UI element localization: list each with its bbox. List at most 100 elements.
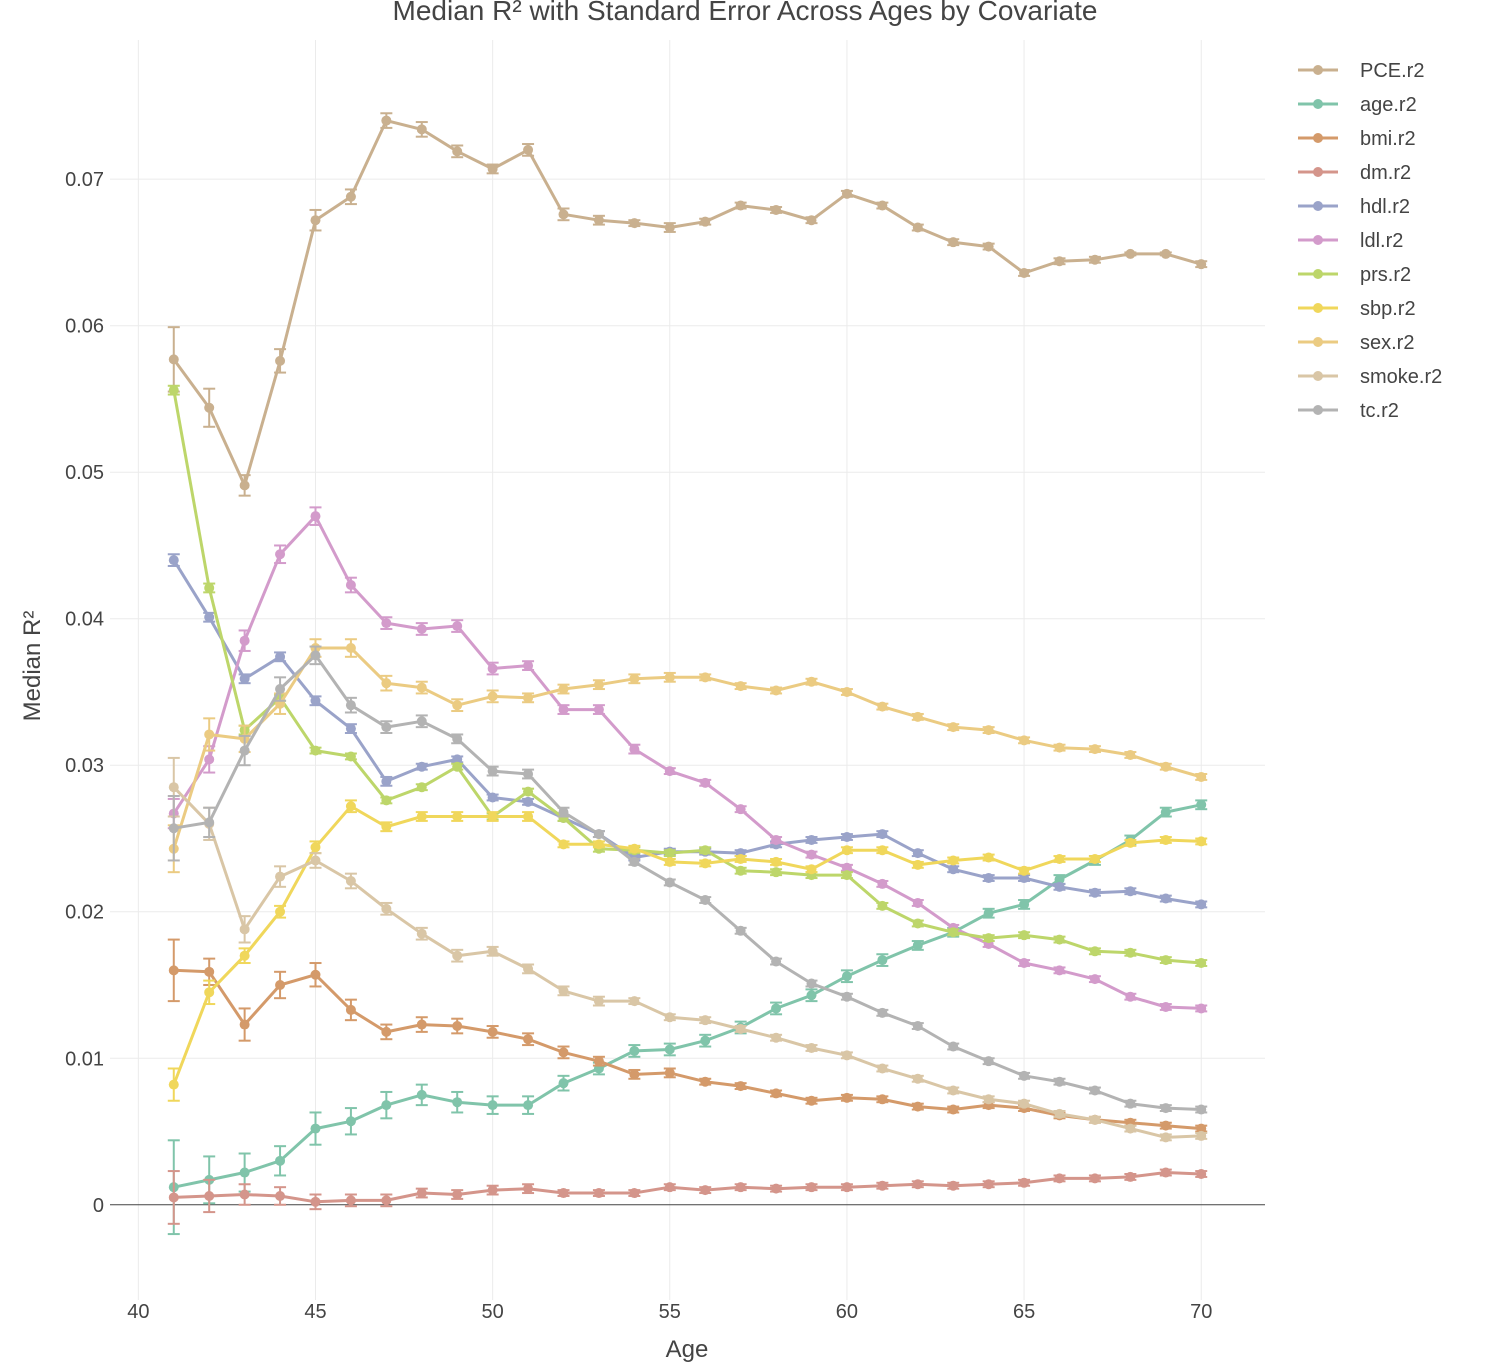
data-point[interactable] <box>629 744 640 755</box>
data-point[interactable] <box>345 1004 356 1015</box>
data-point[interactable] <box>1089 974 1100 985</box>
data-point[interactable] <box>310 511 321 522</box>
data-point[interactable] <box>877 1007 888 1018</box>
data-point[interactable] <box>806 978 817 989</box>
data-point[interactable] <box>700 1185 711 1196</box>
data-point[interactable] <box>1054 1173 1065 1184</box>
data-point[interactable] <box>664 1182 675 1193</box>
data-point[interactable] <box>912 918 923 929</box>
data-point[interactable] <box>275 906 286 917</box>
data-point[interactable] <box>275 1190 286 1201</box>
data-point[interactable] <box>629 1188 640 1199</box>
data-point[interactable] <box>771 856 782 867</box>
data-point[interactable] <box>345 1195 356 1206</box>
data-point[interactable] <box>1160 761 1171 772</box>
data-point[interactable] <box>452 621 463 632</box>
data-point[interactable] <box>1054 854 1065 864</box>
data-point[interactable] <box>452 950 463 961</box>
data-point[interactable] <box>310 855 321 866</box>
data-point[interactable] <box>700 1015 711 1026</box>
data-point[interactable] <box>806 676 817 687</box>
data-point[interactable] <box>806 849 817 860</box>
series-sbp.r2[interactable] <box>167 799 1208 1102</box>
data-point[interactable] <box>983 241 994 252</box>
data-point[interactable] <box>310 1196 321 1207</box>
legend-item[interactable]: bmi.r2 <box>1298 128 1416 150</box>
data-point[interactable] <box>629 218 640 229</box>
data-point[interactable] <box>629 673 640 684</box>
data-point[interactable] <box>1019 873 1030 884</box>
data-point[interactable] <box>806 215 817 226</box>
data-point[interactable] <box>1054 1108 1065 1119</box>
data-point[interactable] <box>735 865 746 876</box>
legend-item[interactable]: hdl.r2 <box>1298 196 1410 218</box>
data-point[interactable] <box>204 612 215 623</box>
data-point[interactable] <box>664 1044 675 1055</box>
data-point[interactable] <box>664 856 675 867</box>
data-point[interactable] <box>1125 248 1136 259</box>
data-point[interactable] <box>345 700 356 711</box>
data-point[interactable] <box>1160 1120 1171 1131</box>
legend-item[interactable]: age.r2 <box>1298 94 1417 116</box>
data-point[interactable] <box>841 870 852 881</box>
data-point[interactable] <box>310 842 321 853</box>
data-point[interactable] <box>168 782 179 793</box>
data-point[interactable] <box>700 1035 711 1046</box>
data-point[interactable] <box>452 733 463 744</box>
data-point[interactable] <box>239 924 250 935</box>
data-point[interactable] <box>239 635 250 646</box>
data-point[interactable] <box>487 946 498 957</box>
data-point[interactable] <box>487 663 498 674</box>
data-point[interactable] <box>239 1167 250 1178</box>
data-point[interactable] <box>877 955 888 966</box>
legend-item[interactable]: sex.r2 <box>1298 332 1414 354</box>
data-point[interactable] <box>948 927 959 938</box>
data-point[interactable] <box>771 204 782 215</box>
data-point[interactable] <box>771 834 782 845</box>
data-point[interactable] <box>1054 965 1065 976</box>
data-point[interactable] <box>452 1021 463 1032</box>
data-point[interactable] <box>381 776 392 787</box>
data-point[interactable] <box>275 871 286 882</box>
data-point[interactable] <box>1196 836 1207 847</box>
legend-item[interactable]: smoke.r2 <box>1298 366 1442 388</box>
data-point[interactable] <box>523 811 534 822</box>
data-point[interactable] <box>239 673 250 684</box>
data-point[interactable] <box>1196 259 1207 270</box>
data-point[interactable] <box>345 580 356 591</box>
data-point[interactable] <box>381 115 392 126</box>
data-point[interactable] <box>1160 1103 1171 1114</box>
data-point[interactable] <box>558 1047 569 1058</box>
data-point[interactable] <box>593 1188 604 1199</box>
data-point[interactable] <box>452 1097 463 1108</box>
data-point[interactable] <box>1019 1098 1030 1109</box>
data-point[interactable] <box>735 925 746 936</box>
data-point[interactable] <box>416 782 427 793</box>
data-point[interactable] <box>1019 899 1030 910</box>
data-point[interactable] <box>523 1034 534 1045</box>
data-point[interactable] <box>841 832 852 843</box>
data-point[interactable] <box>345 1116 356 1127</box>
data-point[interactable] <box>735 681 746 692</box>
data-point[interactable] <box>593 829 604 840</box>
data-point[interactable] <box>1089 946 1100 957</box>
data-point[interactable] <box>523 1100 534 1111</box>
data-point[interactable] <box>416 716 427 727</box>
data-point[interactable] <box>523 692 534 703</box>
data-point[interactable] <box>593 679 604 690</box>
data-point[interactable] <box>1054 1076 1065 1087</box>
legend-item[interactable]: sbp.r2 <box>1298 298 1416 320</box>
data-point[interactable] <box>700 895 711 906</box>
data-point[interactable] <box>912 859 923 870</box>
data-point[interactable] <box>310 745 321 756</box>
data-point[interactable] <box>1089 1085 1100 1096</box>
data-point[interactable] <box>345 643 356 654</box>
data-point[interactable] <box>948 1041 959 1052</box>
data-point[interactable] <box>841 1182 852 1193</box>
data-point[interactable] <box>983 1094 994 1105</box>
data-point[interactable] <box>1160 1167 1171 1178</box>
data-point[interactable] <box>629 843 640 854</box>
data-point[interactable] <box>1160 807 1171 818</box>
data-point[interactable] <box>877 845 888 856</box>
data-point[interactable] <box>1196 899 1207 910</box>
